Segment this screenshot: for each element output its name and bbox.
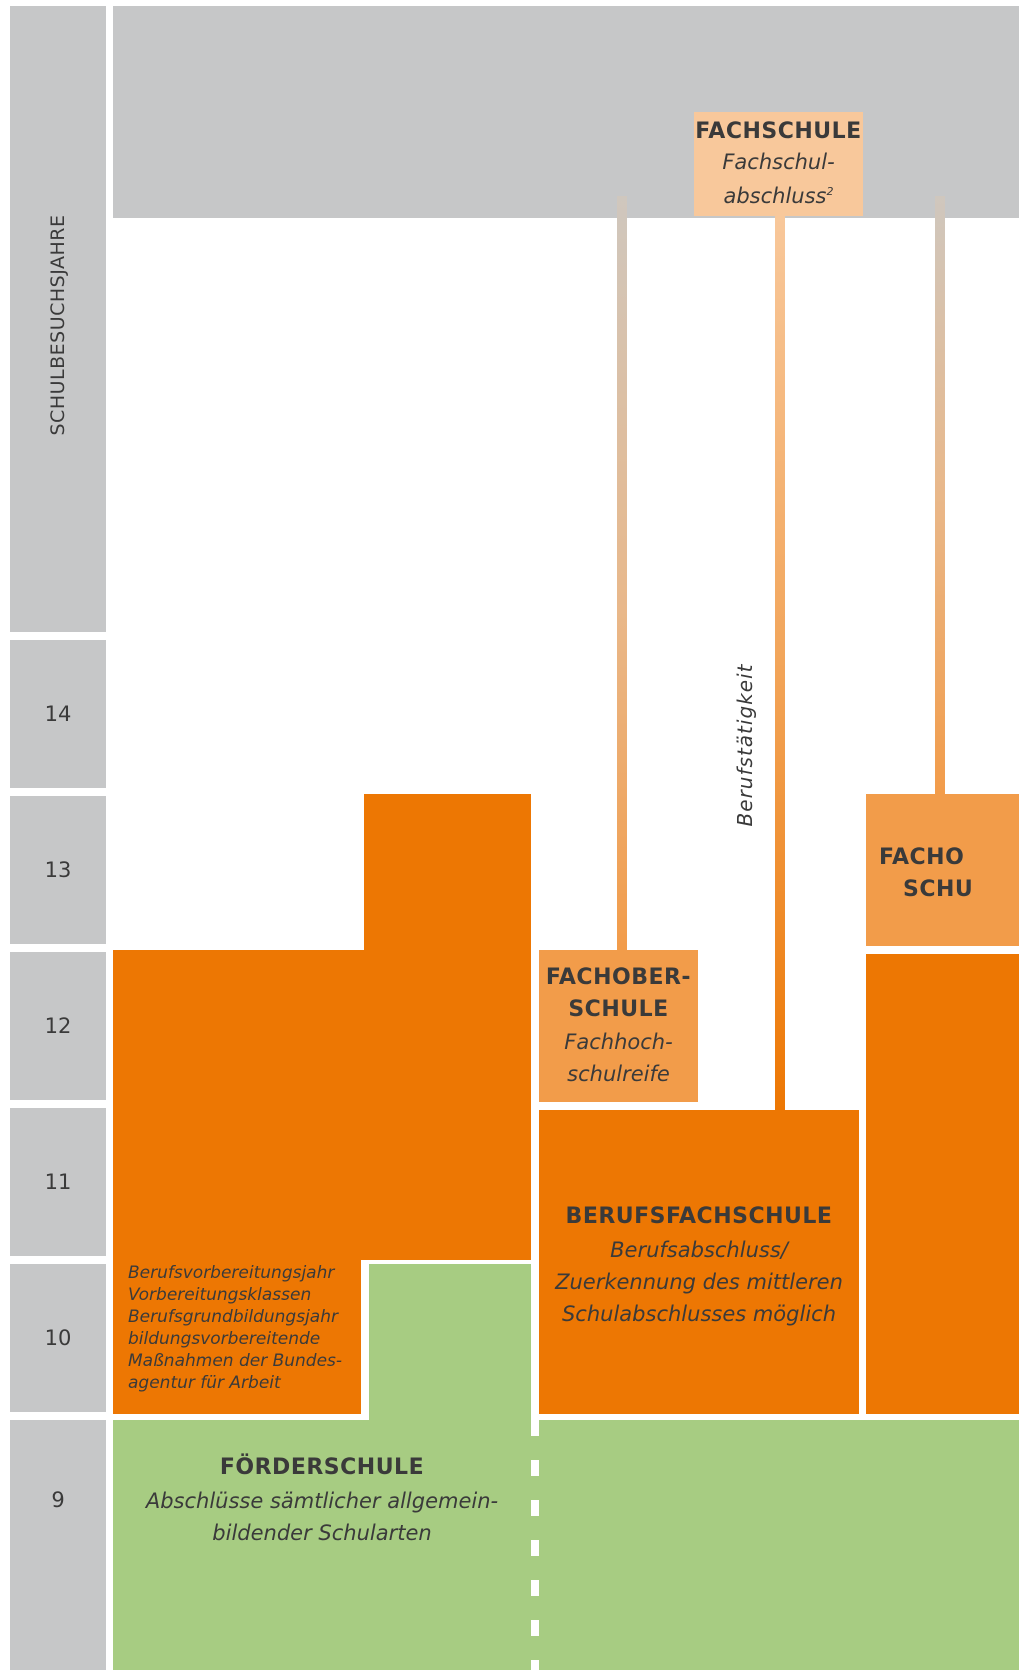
berufstaetigkeit-label: Berufstätigkeit	[733, 663, 757, 827]
year-13: 13	[10, 796, 106, 944]
fachschule-title: FACHSCHULE	[695, 119, 862, 144]
year-14: 14	[10, 640, 106, 788]
connector-fachoberschule	[617, 196, 627, 950]
year-label: 12	[44, 1014, 72, 1038]
year-label: 10	[44, 1326, 72, 1350]
connector-berufstaetigkeit	[775, 214, 785, 1110]
year-10: 10	[10, 1264, 106, 1412]
year-9: 9	[10, 1420, 106, 1670]
berufsvorbereitung-upper	[364, 794, 531, 954]
fachschule-box: FACHSCHULE Fachschul- abschluss2	[694, 112, 863, 216]
berufsfachschule-box: BERUFSFACHSCHULE Berufsabschluss/ Zuerke…	[539, 1110, 859, 1414]
right-orange-block	[866, 954, 1019, 1414]
fachoberschule-right-box: FACHO SCHU	[866, 794, 1019, 946]
axis-label: SCHULBESUCHSJAHRE	[47, 214, 69, 436]
connector-fachoberschule-right	[935, 196, 945, 794]
year-12: 12	[10, 952, 106, 1100]
foerderschule-box	[113, 1420, 1019, 1670]
berufsvorbereitung-block	[113, 950, 531, 1260]
foerderschule-text: FÖRDERSCHULE Abschlüsse sämtlicher allge…	[145, 1455, 499, 1545]
fachschule-sub: Fachschul- abschluss2	[722, 150, 835, 208]
dashed-separator	[531, 1420, 539, 1670]
berufsvorbereitung-lower	[113, 1256, 361, 1414]
year-11: 11	[10, 1108, 106, 1256]
year-label: 9	[51, 1488, 65, 1512]
foerderschule-upper	[369, 1264, 531, 1420]
year-label: 13	[44, 858, 72, 882]
top-band	[113, 6, 1019, 218]
axis-header: SCHULBESUCHSJAHRE	[10, 6, 106, 632]
fachoberschule-box: FACHOBER- SCHULE Fachhoch- schulreife	[539, 950, 698, 1102]
year-label: 11	[44, 1170, 72, 1194]
year-label: 14	[44, 702, 72, 726]
berufsvorbereitung-text: Berufsvorbereitungsjahr Vorbereitungskla…	[128, 1263, 343, 1393]
